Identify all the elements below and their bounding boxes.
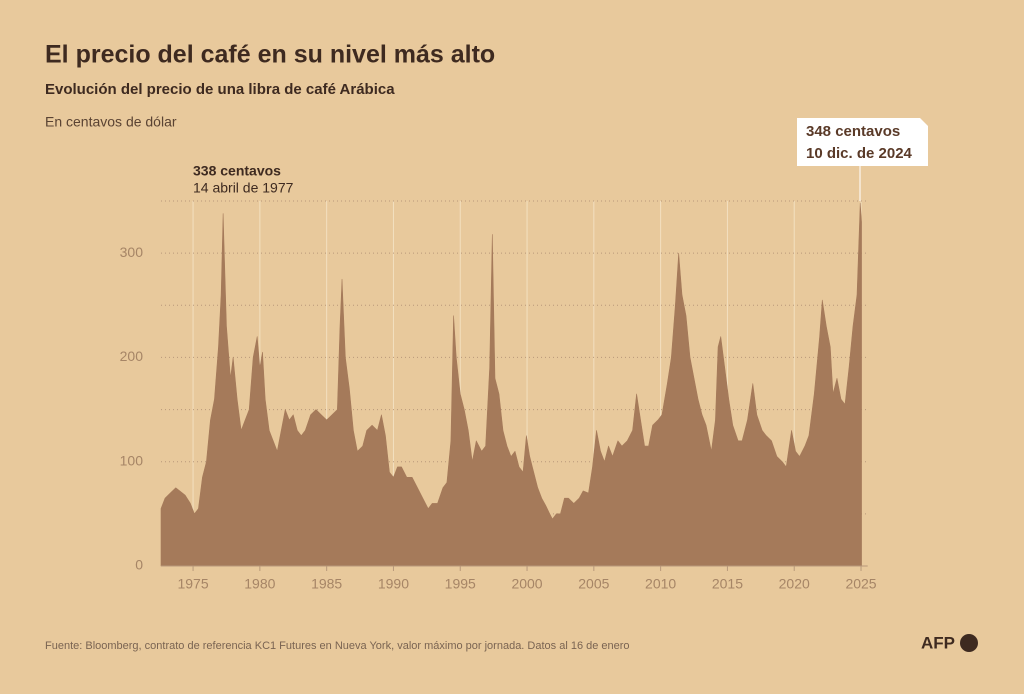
y-axis-label: En centavos de dólar bbox=[45, 114, 177, 130]
subtitle: Evolución del precio de una libra de caf… bbox=[45, 81, 395, 98]
y-tick-label: 0 bbox=[135, 557, 143, 573]
x-tick-label: 1980 bbox=[244, 576, 275, 592]
x-tick-label: 1975 bbox=[177, 576, 208, 592]
annotation-text: 348 centavos bbox=[806, 123, 900, 140]
x-tick-label: 1990 bbox=[378, 576, 409, 592]
annotation-box bbox=[797, 118, 928, 166]
x-tick-label: 2020 bbox=[779, 576, 810, 592]
y-tick-label: 100 bbox=[120, 452, 144, 468]
x-tick-label: 2005 bbox=[578, 576, 609, 592]
annotation-text: 338 centavos bbox=[193, 163, 281, 179]
x-tick-label: 2010 bbox=[645, 576, 676, 592]
logo-dot bbox=[960, 634, 978, 652]
annotation-text: 10 dic. de 2024 bbox=[806, 145, 913, 162]
area bbox=[160, 202, 862, 567]
annotation-text: 14 abril de 1977 bbox=[193, 180, 294, 196]
source: Fuente: Bloomberg, contrato de referenci… bbox=[45, 640, 630, 652]
y-tick-label: 300 bbox=[120, 244, 144, 260]
x-tick-label: 1995 bbox=[445, 576, 476, 592]
y-tick-label: 200 bbox=[120, 348, 144, 364]
x-tick-label: 2025 bbox=[845, 576, 876, 592]
x-tick-label: 2000 bbox=[511, 576, 542, 592]
annotations: 338 centavos 14 abril de 1977 348 centav… bbox=[193, 118, 928, 201]
x-tick-label: 2015 bbox=[712, 576, 743, 592]
x-tick-label: 1985 bbox=[311, 576, 342, 592]
chart-title: El precio del café en su nivel más alto bbox=[45, 41, 495, 69]
plot bbox=[160, 202, 868, 567]
logo: AFP bbox=[921, 633, 955, 652]
